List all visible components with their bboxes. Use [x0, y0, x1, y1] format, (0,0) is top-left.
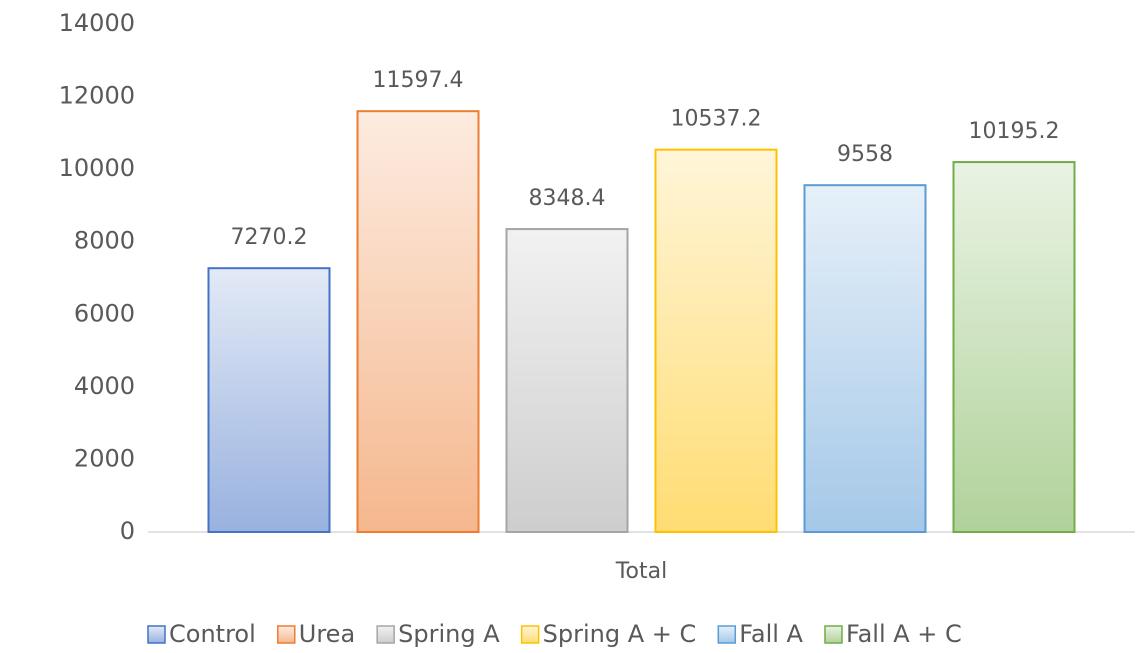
legend-swatch — [520, 625, 540, 644]
bar — [803, 184, 927, 533]
data-label: 9558 — [837, 142, 893, 167]
data-label: 10537.2 — [671, 107, 762, 132]
bar — [207, 267, 331, 533]
data-label: 8348.4 — [529, 186, 606, 211]
y-tick-label: 10000 — [59, 154, 135, 182]
y-tick-label: 6000 — [74, 299, 135, 327]
y-tick-label: 8000 — [74, 227, 135, 255]
legend-label: Control — [169, 620, 256, 648]
y-tick-label: 14000 — [59, 9, 135, 37]
bar — [952, 161, 1076, 534]
y-tick-label: 12000 — [59, 82, 135, 110]
bar — [505, 228, 629, 533]
legend-swatch — [277, 625, 296, 644]
bar — [356, 110, 480, 533]
legend-swatch — [376, 625, 395, 644]
bar — [654, 148, 778, 533]
y-tick-label: 4000 — [74, 372, 135, 400]
legend-swatch — [717, 625, 737, 644]
data-label: 7270.2 — [231, 225, 308, 250]
data-label: 10195.2 — [969, 119, 1060, 144]
data-label: 11597.4 — [373, 68, 464, 93]
legend-label: Spring A — [398, 620, 500, 648]
x-tick-label: Total — [615, 559, 667, 584]
legend-swatch — [824, 625, 843, 644]
y-tick-label: 2000 — [74, 444, 135, 472]
legend-label: Fall A — [739, 620, 803, 648]
legend-label: Urea — [299, 620, 355, 648]
legend-swatch — [147, 625, 166, 644]
legend-label: Spring A + C — [543, 620, 697, 648]
legend-label: Fall A + C — [846, 620, 962, 648]
y-tick-label: 0 — [120, 517, 135, 545]
